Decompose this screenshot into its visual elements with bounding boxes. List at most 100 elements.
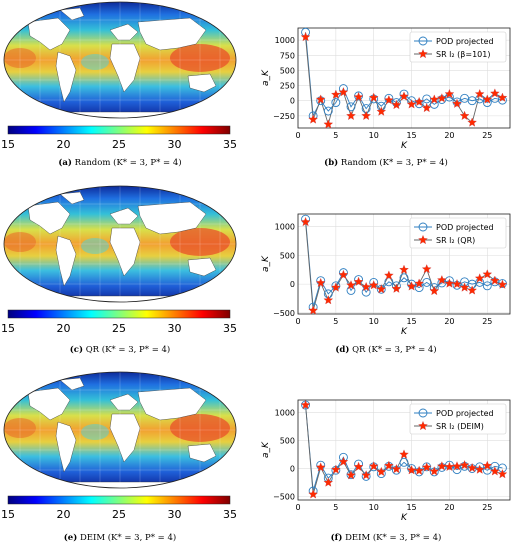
pod-point (399, 273, 409, 283)
caption-d: (d) QR (K* = 3, P* = 4) (258, 345, 514, 355)
caption-params: (K* = 3, P* = 4) (107, 533, 177, 543)
sr-point (467, 285, 478, 295)
y-tick-label: 500 (280, 66, 295, 75)
colorbar-tick-label: 20 (57, 508, 71, 521)
sr-point (406, 99, 417, 109)
colorbar-tick-label: 25 (112, 508, 126, 521)
sr-point (361, 281, 372, 292)
caption-letter: (a) (58, 158, 72, 168)
sr-point (414, 465, 425, 475)
sr-point (421, 102, 432, 113)
sr-point (323, 119, 334, 129)
legend (409, 217, 507, 249)
y-tick-label: 0 (290, 280, 295, 289)
plot-frame (297, 213, 511, 315)
colorbar-tick-label: 25 (112, 138, 126, 151)
sr-point (330, 89, 341, 99)
sr-point (308, 489, 319, 499)
sr-point (489, 88, 500, 98)
sst-field (4, 372, 236, 488)
sr-point (346, 280, 356, 290)
y-axis-label: a_K (261, 69, 271, 86)
x-tick-label: 20 (444, 317, 454, 326)
pod-point (482, 281, 492, 291)
colorbar-tick-label: 15 (1, 322, 15, 335)
colorbar (7, 495, 231, 505)
y-tick-label: 750 (280, 51, 295, 60)
sr-point (300, 31, 311, 42)
sr-point (436, 93, 447, 103)
y-tick-label: 1000 (275, 223, 295, 232)
colorbar-tick-label: 35 (223, 508, 237, 521)
sr-point (482, 269, 493, 279)
caption-c: (c) QR (K* = 3, P* = 4) (0, 345, 240, 355)
x-tick-label: 0 (295, 131, 300, 140)
map-outline (3, 185, 237, 303)
sr-point (308, 305, 319, 315)
legend-label-sr: SR l₂ (β=101) (436, 50, 490, 59)
caption-letter: (c) (69, 345, 83, 355)
caption-letter: (d) (335, 345, 350, 355)
pod-point (407, 464, 417, 473)
sr-point (315, 277, 326, 288)
x-tick-label: 5 (333, 317, 338, 326)
sr-point (338, 456, 349, 466)
y-axis-label: a_K (261, 255, 271, 272)
caption-method: QR (85, 345, 100, 355)
y-axis-label: a_K (261, 441, 271, 458)
sr-point (459, 110, 470, 121)
sr-point (330, 282, 341, 292)
sr-point (414, 278, 425, 288)
sr-point (383, 94, 394, 105)
colorbar-tick-label: 15 (1, 508, 15, 521)
sr-point (399, 91, 409, 101)
sr-point (497, 279, 508, 289)
colorbar-tick-label: 35 (223, 322, 237, 335)
y-tick-label: 250 (280, 82, 295, 91)
plot-frame (297, 27, 511, 129)
x-tick-label: 10 (369, 131, 379, 140)
sr-point (353, 91, 364, 102)
legend (409, 403, 507, 435)
sr-point (338, 269, 349, 280)
sr-point (414, 96, 425, 107)
sr-point (474, 88, 485, 99)
colorbar-tick-label: 20 (57, 138, 71, 151)
x-tick-label: 10 (369, 317, 379, 326)
pod-point (331, 281, 341, 291)
caption-params: (K* = 3, P* = 4) (368, 345, 437, 355)
y-tick-label: 1000 (275, 36, 295, 45)
sr-point (459, 282, 470, 292)
sr-point (391, 463, 402, 474)
sr-point (300, 399, 311, 410)
x-tick-label: 25 (482, 503, 492, 512)
sr-point (368, 280, 379, 290)
pod-point (399, 457, 409, 467)
legend-label-pod: POD projected (436, 409, 494, 418)
sr-point (323, 477, 334, 487)
sr-point (383, 460, 394, 470)
sst-map-deim: 15 20 25 30 35 (1, 371, 237, 521)
x-tick-label: 10 (369, 503, 379, 512)
x-tick-label: 25 (482, 131, 492, 140)
caption-params: (K* = 3, P* = 4) (113, 158, 182, 168)
sr-point (482, 94, 493, 104)
x-axis-label: K (401, 141, 408, 151)
x-tick-label: 15 (406, 131, 416, 140)
sr-point (452, 98, 462, 108)
sr-point (353, 276, 364, 286)
map-outline (3, 1, 237, 119)
colorbar-tick-label: 25 (112, 322, 126, 335)
sr-point (361, 470, 372, 480)
sr-point (489, 275, 500, 285)
y-tick-label: −500 (273, 493, 295, 502)
sr-point (391, 99, 402, 110)
caption-params: (K* = 3, P* = 4) (379, 158, 448, 168)
sr-point (444, 88, 455, 99)
x-tick-label: 20 (444, 503, 454, 512)
legend (409, 31, 507, 63)
caption-params: (K* = 3, P* = 4) (101, 345, 171, 355)
legend-sr-marker (418, 234, 428, 245)
sr-point (429, 285, 440, 296)
legend-label-sr: SR l₂ (DEIM) (436, 422, 484, 431)
